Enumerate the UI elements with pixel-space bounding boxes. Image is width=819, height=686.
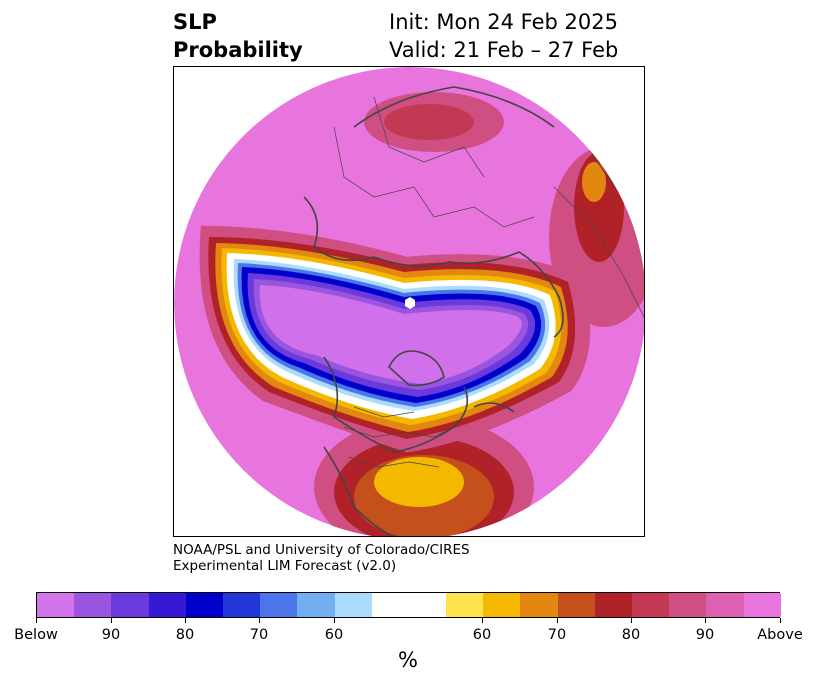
colorbar-tickmark [705, 618, 706, 623]
coastlines [303, 86, 564, 536]
colorbar-segment [334, 593, 372, 617]
colorbar-tickmark [334, 618, 335, 623]
title-right: Init: Mon 24 Feb 2025 Valid: 21 Feb – 27… [389, 8, 618, 64]
siberia-anomaly-core [384, 104, 474, 140]
colorbar-tick-label: 90 [695, 627, 715, 643]
colorbar-segment [446, 593, 484, 617]
colorbar-segment [260, 593, 298, 617]
colorbar-segment [297, 593, 335, 617]
colorbar-segment [483, 593, 521, 617]
title-left: SLP Probability [173, 8, 303, 64]
na-anomaly-gold [374, 457, 464, 507]
colorbar-tick-label: 80 [621, 627, 641, 643]
colorbar [36, 592, 781, 618]
colorbar-tick-label: Below [14, 627, 58, 643]
colorbar-tickmark [557, 618, 558, 623]
valid-range: Valid: 21 Feb – 27 Feb [389, 38, 619, 62]
title-type: Probability [173, 38, 303, 62]
colorbar-units: % [398, 648, 418, 672]
below-normal-region [199, 225, 591, 453]
colorbar-segment [37, 593, 75, 617]
credit-line1: NOAA/PSL and University of Colorado/CIRE… [173, 542, 470, 558]
colorbar-tick-label: 70 [547, 627, 567, 643]
colorbar-segment [222, 593, 261, 617]
colorbar-segment [557, 593, 595, 617]
colorbar-segment [520, 593, 558, 617]
colorbar-segment [706, 593, 744, 617]
colorbar-segment [594, 593, 633, 617]
colorbar-segment [669, 593, 707, 617]
polar-map [174, 67, 644, 536]
colorbar-segment [371, 593, 447, 617]
colorbar-segment [111, 593, 149, 617]
credit-line2: Experimental LIM Forecast (v2.0) [173, 558, 397, 574]
colorbar-tickmark [259, 618, 260, 623]
init-date: Init: Mon 24 Feb 2025 [389, 10, 618, 34]
pole-marker [405, 297, 415, 309]
colorbar-tick-label: 90 [101, 627, 121, 643]
colorbar-tick-label: 60 [324, 627, 344, 643]
colorbar-tick-label: 70 [249, 627, 269, 643]
colorbar-tickmark [36, 618, 37, 623]
colorbar-tickmark [482, 618, 483, 623]
credit: NOAA/PSL and University of Colorado/CIRE… [173, 542, 470, 574]
asia-anomaly-center [582, 162, 606, 202]
colorbar-tickmark [780, 618, 781, 623]
title-variable: SLP [173, 10, 217, 34]
colorbar-segment [185, 593, 223, 617]
colorbar-tickmark [631, 618, 632, 623]
colorbar-segment [743, 593, 781, 617]
colorbar-tickmark [185, 618, 186, 623]
colorbar-tick-label: 80 [175, 627, 195, 643]
colorbar-tick-label: 60 [472, 627, 492, 643]
map-panel [173, 66, 645, 537]
colorbar-segment [74, 593, 112, 617]
colorbar-segment [632, 593, 670, 617]
colorbar-tickmark [111, 618, 112, 623]
colorbar-tick-label: Above [757, 627, 803, 643]
colorbar-segment [148, 593, 186, 617]
